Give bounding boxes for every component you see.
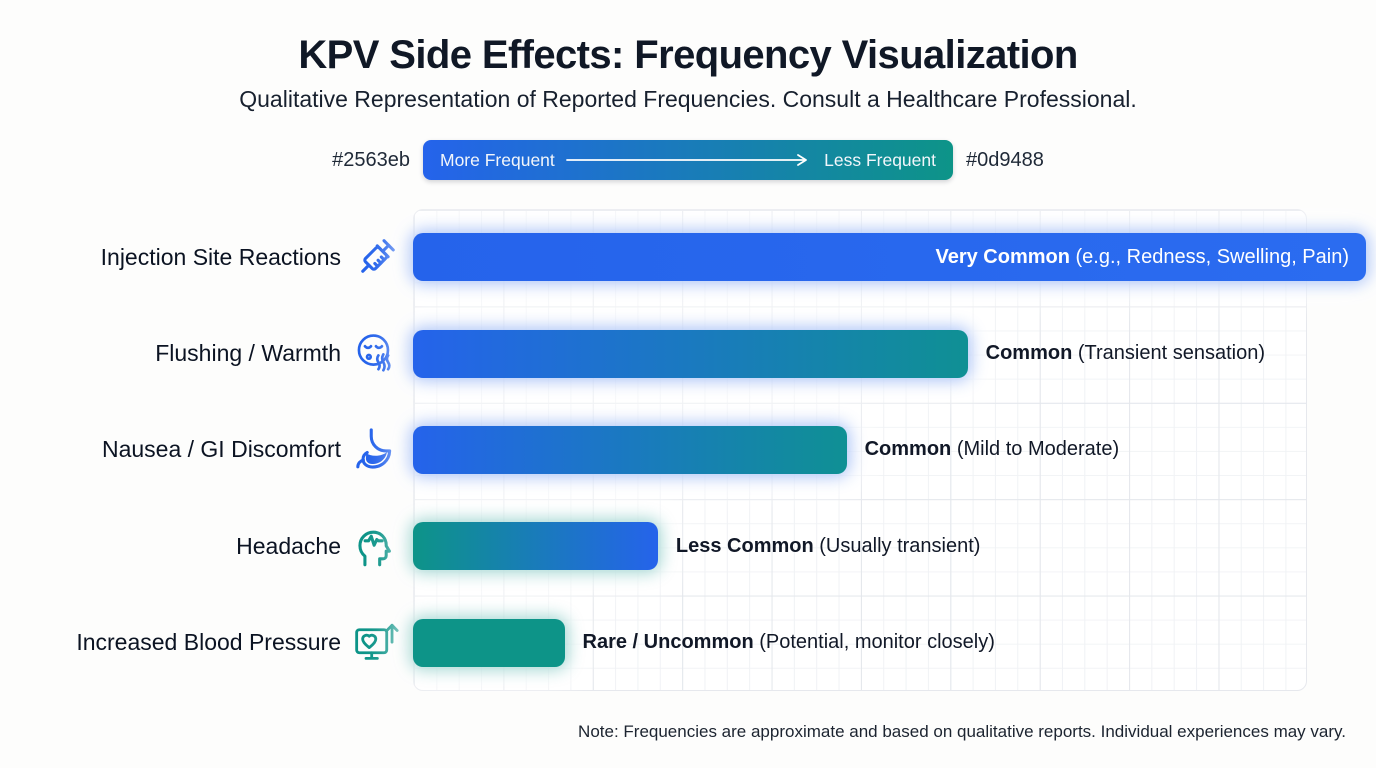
footer-note: Note: Frequencies are approximate and ba… [578,722,1346,741]
bar-frequency-label: Common (Mild to Moderate) [864,438,1120,461]
right-arrow-icon [555,153,824,167]
row-label: Injection Site Reactions [100,243,341,270]
monitor-heart-icon [354,620,400,666]
head-pulse-icon [354,523,400,569]
frequency-bar [413,618,565,667]
exhaling-face-icon [354,331,400,377]
stomach-icon [354,427,400,473]
chart-row-injection-site-reactions: Injection Site Reactions [0,209,1376,305]
legend-start-label: More Frequent [440,149,555,170]
legend-end-label: Less Frequent [824,149,936,170]
bar-frequency-label: Less Common (Usually transient) [675,534,981,557]
chart-row-increased-blood-pressure: Increased Blood Pressure Rare / Uncommon… [0,595,1376,691]
row-label: Increased Blood Pressure [76,629,341,656]
legend-right-hex: #0d9488 [966,148,1044,171]
syringe-icon [354,234,400,280]
chart-row-headache: Headache Less Common (Usually transient) [0,498,1376,594]
page-subtitle: Qualitative Representation of Reported F… [239,86,1137,112]
frequency-bar [413,425,847,474]
page-title: KPV Side Effects: Frequency Visualizatio… [298,33,1078,77]
legend-gradient-pill: More Frequent Less Frequent [423,140,953,180]
frequency-bar [413,522,658,571]
row-label: Nausea / GI Discomfort [101,436,341,463]
frequency-bar-chart: Injection Site Reactions [0,209,1376,691]
color-legend: #2563eb More Frequent Less Frequent #0d9… [0,140,1376,180]
bar-frequency-label: Rare / Uncommon (Potential, monitor clos… [582,631,995,654]
legend-left-hex: #2563eb [332,148,410,171]
row-label: Headache [236,532,341,559]
frequency-bar: Very Common (e.g., Redness, Swelling, Pa… [413,233,1366,282]
bar-frequency-label: Common (Transient sensation) [985,342,1265,365]
frequency-bar [413,329,968,378]
row-label: Flushing / Warmth [155,340,341,367]
chart-row-flushing-warmth: Flushing / Warmth Common (Transient se [0,305,1376,401]
chart-row-nausea-gi-discomfort: Nausea / GI Discomfort Common (Mild to M… [0,402,1376,498]
bar-frequency-label: Very Common (e.g., Redness, Swelling, Pa… [935,245,1349,268]
